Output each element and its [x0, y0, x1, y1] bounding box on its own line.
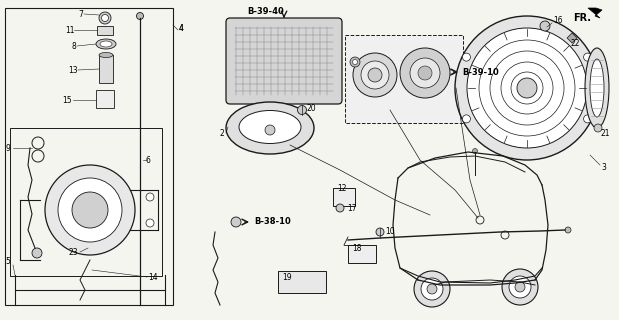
Circle shape — [265, 125, 275, 135]
Circle shape — [584, 115, 592, 123]
Circle shape — [99, 12, 111, 24]
Polygon shape — [588, 8, 602, 18]
Circle shape — [540, 21, 550, 31]
Text: 16: 16 — [553, 15, 563, 25]
Circle shape — [336, 204, 344, 212]
Circle shape — [410, 58, 440, 88]
Text: 6: 6 — [145, 156, 150, 164]
Ellipse shape — [239, 110, 301, 143]
Circle shape — [467, 28, 587, 148]
Text: 20: 20 — [307, 103, 317, 113]
Text: 15: 15 — [62, 95, 72, 105]
Circle shape — [414, 271, 450, 307]
Bar — [5, 8, 173, 305]
Text: 9: 9 — [5, 143, 10, 153]
Text: 8: 8 — [71, 42, 76, 51]
Text: B-38-10: B-38-10 — [254, 217, 291, 226]
Circle shape — [455, 16, 599, 160]
Bar — [10, 128, 162, 276]
Circle shape — [418, 66, 432, 80]
Ellipse shape — [226, 102, 314, 154]
Circle shape — [146, 219, 154, 227]
Text: 2: 2 — [220, 129, 225, 138]
Bar — [96, 90, 114, 108]
Bar — [345, 35, 463, 123]
Text: 22: 22 — [571, 38, 581, 47]
Ellipse shape — [585, 48, 609, 128]
Text: 21: 21 — [601, 129, 610, 138]
Text: 18: 18 — [352, 244, 361, 252]
Circle shape — [515, 282, 525, 292]
Text: 3: 3 — [601, 163, 606, 172]
Bar — [99, 55, 113, 83]
Circle shape — [584, 53, 592, 61]
Ellipse shape — [100, 41, 112, 47]
Text: 14: 14 — [148, 273, 158, 282]
Text: 17: 17 — [347, 204, 357, 212]
Text: B-39-10: B-39-10 — [462, 68, 499, 76]
Bar — [348, 245, 376, 263]
Text: 13: 13 — [68, 66, 77, 75]
Text: 12: 12 — [337, 183, 347, 193]
Text: FR.: FR. — [573, 13, 591, 23]
Circle shape — [502, 269, 538, 305]
Ellipse shape — [99, 52, 113, 58]
Circle shape — [231, 217, 241, 227]
Circle shape — [102, 14, 108, 21]
Circle shape — [376, 228, 384, 236]
Text: 4: 4 — [179, 23, 184, 33]
Text: 4: 4 — [179, 23, 184, 33]
Circle shape — [45, 165, 135, 255]
Ellipse shape — [590, 59, 604, 117]
Circle shape — [361, 61, 389, 89]
Circle shape — [137, 12, 144, 20]
Circle shape — [462, 53, 470, 61]
Circle shape — [353, 53, 397, 97]
Circle shape — [368, 68, 382, 82]
Circle shape — [594, 124, 602, 132]
Text: 10: 10 — [385, 227, 395, 236]
Circle shape — [427, 284, 437, 294]
Circle shape — [58, 178, 122, 242]
FancyBboxPatch shape — [226, 18, 342, 104]
Ellipse shape — [96, 39, 116, 49]
Circle shape — [509, 276, 531, 298]
Circle shape — [72, 192, 108, 228]
Circle shape — [298, 106, 306, 115]
Circle shape — [565, 227, 571, 233]
Circle shape — [462, 115, 470, 123]
Text: 5: 5 — [5, 258, 10, 267]
Circle shape — [517, 78, 537, 98]
Circle shape — [350, 57, 360, 67]
Circle shape — [32, 248, 42, 258]
Bar — [97, 26, 113, 35]
Circle shape — [421, 278, 443, 300]
Text: 11: 11 — [65, 26, 74, 35]
Circle shape — [352, 60, 358, 65]
Text: B-39-40: B-39-40 — [247, 6, 284, 15]
Text: 23: 23 — [68, 247, 77, 257]
Circle shape — [146, 193, 154, 201]
Circle shape — [472, 148, 477, 154]
Polygon shape — [567, 33, 577, 43]
Circle shape — [400, 48, 450, 98]
Text: 7: 7 — [78, 10, 83, 19]
Bar — [333, 188, 355, 206]
Text: 19: 19 — [282, 273, 292, 282]
Bar — [278, 271, 326, 293]
